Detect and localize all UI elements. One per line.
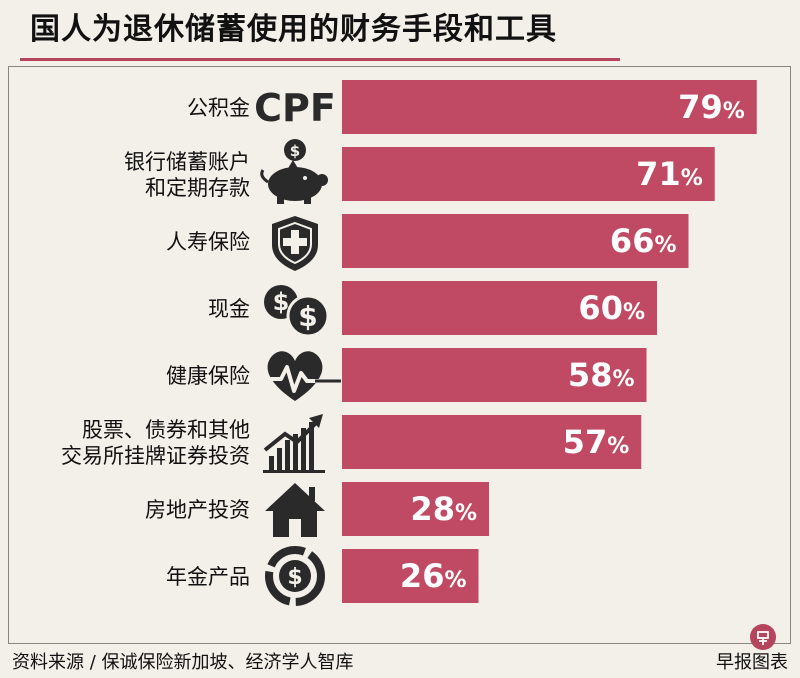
annuity-dollar-icon: $ xyxy=(265,546,325,606)
shield-cross-icon xyxy=(272,216,318,271)
bar xyxy=(342,415,642,469)
svg-text:$: $ xyxy=(298,300,317,333)
chart-frame xyxy=(8,66,791,644)
bar xyxy=(342,348,647,402)
bar-value-label: 26% xyxy=(400,557,467,595)
category-label: 股票、债券和其他交易所挂牌证券投资 xyxy=(61,418,250,468)
category-label: 公积金 xyxy=(187,96,250,120)
bar-value-label: 60% xyxy=(578,289,645,327)
svg-text:$: $ xyxy=(287,565,302,590)
title-underline xyxy=(20,58,620,61)
category-label: 房地产投资 xyxy=(145,498,250,522)
bar xyxy=(342,80,757,134)
category-label: 年金产品 xyxy=(166,565,250,589)
category-label: 现金 xyxy=(208,297,250,321)
bar xyxy=(342,482,489,536)
bar xyxy=(342,549,479,603)
bar-value-label: 57% xyxy=(563,423,630,461)
coins-dollar-icon: $ $ xyxy=(264,285,330,338)
bar-value-label: 79% xyxy=(678,88,745,126)
category-label: 人寿保险 xyxy=(166,230,250,254)
chart-title: 国人为退休储蓄使用的财务手段和工具 xyxy=(30,12,557,47)
category-label: 银行储蓄账户和定期存款 xyxy=(124,150,250,200)
cpf-label: CPF xyxy=(254,86,336,130)
piggy-bank-icon: $ xyxy=(260,139,328,204)
house-icon xyxy=(265,483,325,537)
bar-value-label: 71% xyxy=(636,155,703,193)
cpf-text: CPF xyxy=(254,86,336,130)
category-label: 健康保险 xyxy=(166,364,250,388)
svg-text:$: $ xyxy=(290,142,300,160)
bar-value-label: 28% xyxy=(410,490,477,528)
heart-pulse-icon xyxy=(261,351,341,401)
bar xyxy=(342,147,715,201)
zaobao-logo-icon xyxy=(750,624,776,650)
bar-value-label: 66% xyxy=(610,222,677,260)
credit: 早报图表 xyxy=(716,652,788,673)
source-note: 资料来源 / 保诚保险新加坡、经济学人智库 xyxy=(12,652,354,673)
bar xyxy=(342,214,689,268)
growth-chart-icon xyxy=(263,414,325,473)
bar xyxy=(342,281,657,335)
bar-value-label: 58% xyxy=(568,356,635,394)
svg-text:$: $ xyxy=(273,288,290,316)
